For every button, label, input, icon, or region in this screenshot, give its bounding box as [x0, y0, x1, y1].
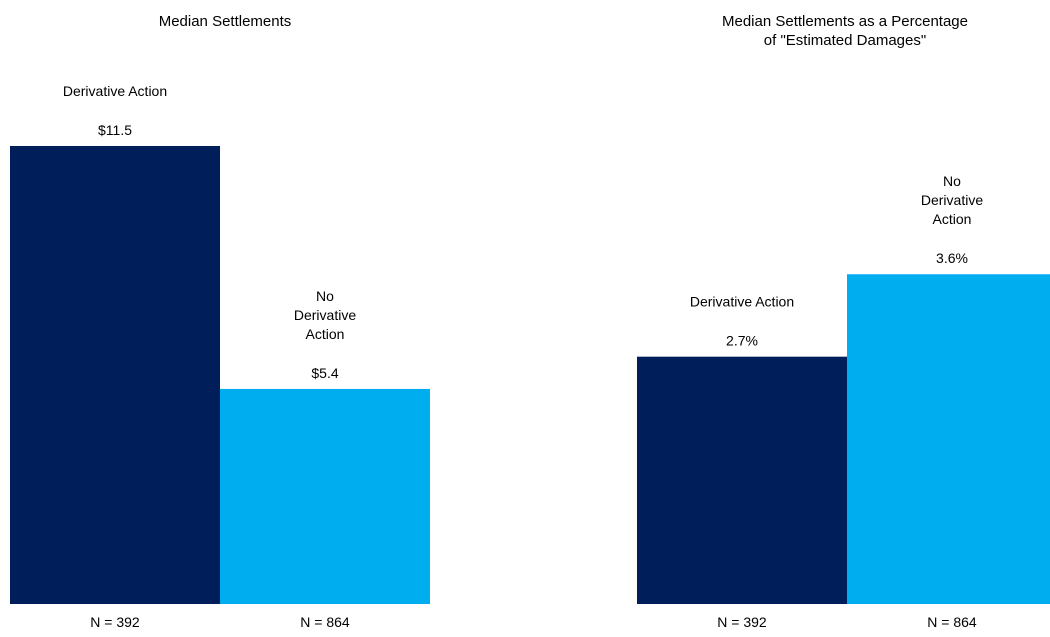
bar-no-derivative-action	[220, 388, 430, 604]
data-label: 3.6%	[936, 250, 968, 266]
category-label: Derivative	[921, 192, 983, 208]
category-label: Action	[933, 211, 972, 227]
category-label: Derivative Action	[63, 83, 167, 99]
chart-title: Median Settlements as a Percentage	[722, 13, 968, 30]
category-label: No	[943, 173, 961, 189]
category-label: Derivative Action	[690, 294, 794, 310]
bar-derivative-action	[637, 356, 847, 604]
bar-derivative-action	[10, 146, 220, 604]
sample-size-label: N = 392	[90, 614, 140, 630]
category-label: Derivative	[294, 307, 356, 323]
data-label: $11.5	[98, 122, 132, 138]
category-label: Action	[306, 326, 345, 342]
category-label: No	[316, 288, 334, 304]
bar-no-derivative-action	[847, 274, 1050, 604]
data-label: 2.7%	[726, 333, 758, 349]
sample-size-label: N = 392	[717, 614, 767, 630]
sample-size-label: N = 864	[300, 614, 350, 630]
sample-size-label: N = 864	[927, 614, 977, 630]
data-label: $5.4	[311, 365, 338, 381]
chart-title: of "Estimated Damages"	[764, 32, 926, 49]
chart-title: Median Settlements	[159, 13, 292, 30]
